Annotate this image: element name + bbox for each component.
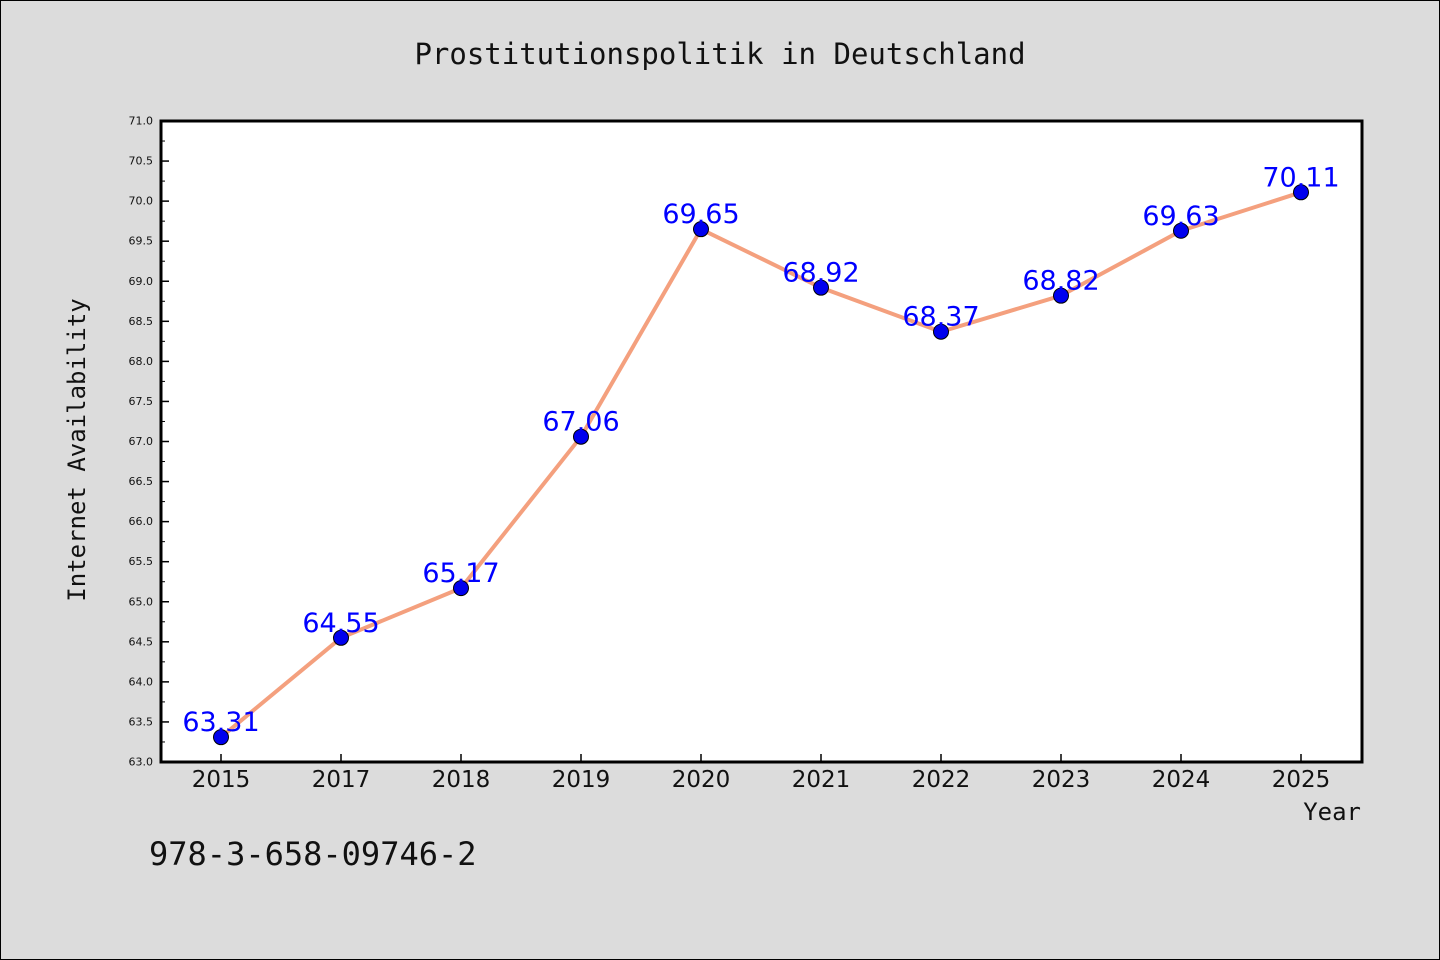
x-axis-label: Year: [1303, 798, 1361, 826]
y-axis-label: Internet Availability: [63, 298, 91, 601]
data-label: 64.55: [302, 608, 379, 639]
data-point: [573, 428, 589, 445]
data-label: 63.31: [182, 707, 259, 738]
data-label: 67.06: [542, 407, 619, 438]
marker-group: [213, 184, 1309, 746]
data-label: 70.11: [1262, 162, 1339, 193]
data-point: [213, 729, 229, 746]
x-tick-label: 2019: [552, 767, 611, 793]
y-tick-label: 67.0: [129, 435, 154, 448]
data-label-group: 63.31 64.55 65.17 67.06 69.65 68.92 68.37 68.82…: [182, 162, 1339, 738]
y-tick-label: 63.0: [129, 756, 154, 769]
y-tick-label: 64.0: [129, 675, 154, 688]
y-tick-label: 65.5: [129, 555, 154, 568]
y-tick-label: 68.5: [129, 315, 154, 328]
data-point: [1293, 184, 1309, 201]
x-axis: 2015 2017 2018 2019 2020 2021 2022 2023 2024 2025: [192, 754, 1331, 793]
x-tick-label: 2022: [912, 767, 971, 793]
y-tick-label: 67.5: [129, 395, 154, 408]
data-point: [933, 323, 949, 340]
y-tick-label: 66.0: [129, 515, 154, 528]
x-tick-label: 2024: [1152, 767, 1211, 793]
x-tick-label: 2021: [792, 767, 851, 793]
data-point: [693, 221, 709, 238]
y-tick-label: 70.0: [129, 195, 154, 208]
data-point: [333, 629, 349, 646]
data-point: [1053, 287, 1069, 304]
data-label: 68.92: [782, 258, 859, 289]
y-tick-label: 70.5: [129, 155, 154, 168]
y-tick-label: 64.5: [129, 635, 154, 648]
series-line: [219, 190, 1303, 740]
x-tick-label: 2023: [1032, 767, 1091, 793]
y-tick-label: 68.0: [129, 355, 154, 368]
y-tick-label: 69.0: [129, 275, 154, 288]
data-label: 65.17: [422, 558, 499, 589]
x-tick-label: 2017: [312, 767, 371, 793]
chart-title: Prostitutionspolitik in Deutschland: [414, 37, 1025, 71]
y-axis: 63.0 63.5 64.0 64.5 65.0 65.5 66.0 66.5 67.0 67.5…: [129, 115, 169, 769]
data-label: 68.37: [902, 302, 979, 333]
x-tick-label: 2018: [432, 767, 491, 793]
y-tick-label: 65.0: [129, 595, 154, 608]
isbn-text: 978-3-658-09746-2: [149, 835, 477, 873]
x-tick-label: 2025: [1272, 767, 1331, 793]
data-label: 68.82: [1022, 266, 1099, 297]
x-tick-label: 2015: [192, 767, 251, 793]
plot-area: [159, 119, 1364, 764]
y-tick-label: 66.5: [129, 475, 154, 488]
y-tick-label: 71.0: [129, 115, 154, 128]
data-point: [453, 580, 469, 597]
data-label: 69.65: [662, 199, 739, 230]
data-point: [1173, 222, 1189, 239]
y-tick-label: 69.5: [129, 235, 154, 248]
data-label: 69.63: [1142, 201, 1219, 232]
series-line-group: [219, 190, 1303, 740]
data-point: [813, 279, 829, 296]
x-tick-label: 2020: [672, 767, 731, 793]
y-tick-label: 63.5: [129, 715, 154, 728]
